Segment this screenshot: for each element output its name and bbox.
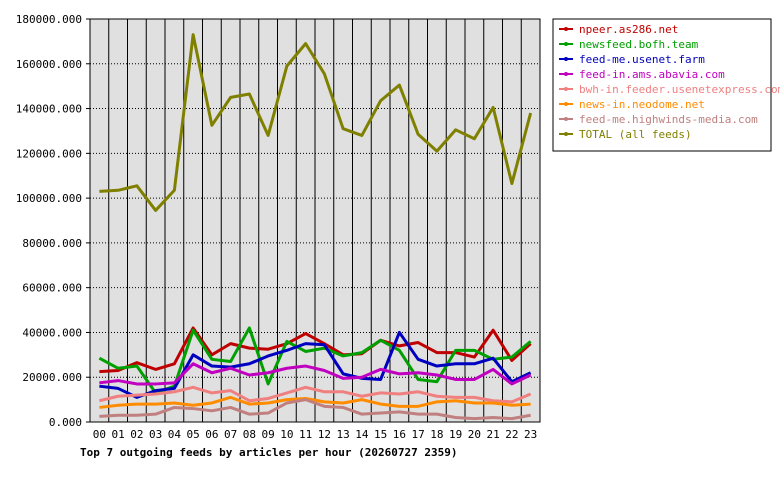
y-tick-label: 20000.000 (22, 371, 82, 384)
y-tick-label: 80000.000 (22, 237, 82, 250)
x-tick-label: 04 (168, 428, 182, 441)
series-line-2 (99, 330, 532, 399)
x-tick-label: 17 (412, 428, 425, 441)
y-tick-label: 40000.000 (22, 326, 82, 339)
plot-frame (89, 18, 541, 423)
x-tick-label: 12 (318, 428, 331, 441)
x-tick-label: 21 (487, 428, 500, 441)
chart-title: Top 7 outgoing feeds by articles per hou… (80, 446, 458, 459)
x-tick-label: 07 (224, 428, 237, 441)
axes (89, 18, 541, 423)
x-tick-label: 13 (337, 428, 350, 441)
x-tick-label: 15 (374, 428, 387, 441)
legend-marker (564, 27, 568, 31)
x-tick-label: 11 (299, 428, 312, 441)
x-tick-label: 08 (243, 428, 256, 441)
legend-marker (564, 117, 568, 121)
legend-marker (564, 132, 568, 136)
legend-marker (564, 87, 568, 91)
legend-label: feed-me.highwinds-media.com (579, 113, 758, 126)
legend-label: news-in.neodome.net (579, 98, 705, 111)
x-tick-labels: 00 01 02 03 04 05 06 07 08 09 10 11 12 13 14 15 16 17 18 19… (93, 428, 538, 441)
x-tick-label: 02 (130, 428, 143, 441)
series-lines (98, 33, 533, 421)
series-line-6 (99, 398, 531, 421)
series-line-5 (99, 395, 531, 409)
x-tick-label: 05 (187, 428, 200, 441)
x-tick-label: 00 (93, 428, 106, 441)
y-tick-label: 100000.000 (16, 192, 82, 205)
legend: npeer.as286.net newsfeed.bofh.team feed-me… (552, 18, 780, 152)
y-tick-label: 140000.000 (16, 103, 82, 116)
y-tick-labels: 0.000 20000.000 40000.000 60000.000 80000.00… (16, 13, 90, 429)
x-tick-label: 01 (112, 428, 125, 441)
x-tick-label: 09 (262, 428, 275, 441)
x-tick-label: 19 (449, 428, 462, 441)
legend-label: newsfeed.bofh.team (579, 38, 699, 51)
series-line-4 (99, 385, 532, 404)
x-tick-label: 10 (280, 428, 293, 441)
series-line-0 (99, 326, 532, 374)
x-tick-label: 22 (505, 428, 518, 441)
x-tick-label: 20 (468, 428, 481, 441)
legend-label: TOTAL (all feeds) (579, 128, 692, 141)
x-tick-label: 23 (524, 428, 537, 441)
series-line-7 (99, 33, 533, 212)
legend-box (552, 18, 772, 152)
legend-marker (564, 42, 568, 46)
legend-label: bwh-in.feeder.usenetexpress.com (579, 83, 780, 96)
series-line-3 (99, 362, 532, 386)
legend-label: npeer.as286.net (579, 23, 678, 36)
y-tick-label: 0.000 (49, 416, 82, 429)
x-tick-label: 03 (149, 428, 162, 441)
y-tick-label: 180000.000 (16, 13, 82, 26)
legend-marker (564, 57, 568, 61)
x-tick-label: 16 (393, 428, 406, 441)
y-tick-label: 160000.000 (16, 58, 82, 71)
legend-marker (564, 72, 568, 76)
x-tick-label: 06 (205, 428, 218, 441)
legend-label: feed-me.usenet.farm (579, 53, 705, 66)
y-tick-label: 120000.000 (16, 147, 82, 160)
x-tick-label: 18 (430, 428, 443, 441)
legend-label: feed-in.ams.abavia.com (579, 68, 725, 81)
x-tick-label: 14 (355, 428, 369, 441)
y-tick-label: 60000.000 (22, 282, 82, 295)
legend-marker (564, 102, 568, 106)
